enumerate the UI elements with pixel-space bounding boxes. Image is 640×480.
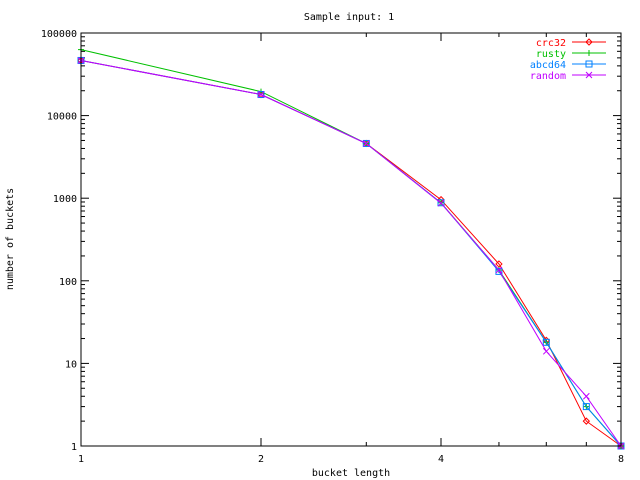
data-point-random bbox=[542, 347, 550, 355]
y-axis-ticks: 1 10 100 1000 10000 100000 bbox=[41, 29, 621, 453]
data-point-random bbox=[495, 266, 503, 274]
series-line-random bbox=[80, 60, 622, 447]
data-point-abcd64 bbox=[362, 139, 370, 147]
data-point-abcd64 bbox=[257, 91, 265, 99]
data-point-random bbox=[362, 140, 370, 147]
legend-marker bbox=[585, 38, 593, 46]
legend-label: random bbox=[530, 71, 566, 82]
plot-area-frame bbox=[80, 32, 622, 447]
y-tick-label: 100000 bbox=[41, 29, 77, 40]
legend-entry-abcd64: abcd64 bbox=[530, 60, 606, 71]
data-point-abcd64 bbox=[495, 267, 503, 275]
legend-label: abcd64 bbox=[530, 60, 566, 71]
data-point-random bbox=[437, 199, 445, 207]
legend-marker bbox=[586, 50, 592, 56]
y-tick-label: 100 bbox=[59, 277, 77, 288]
data-point-random bbox=[257, 91, 265, 98]
data-point-abcd64 bbox=[582, 403, 590, 411]
x-tick-label: 1 bbox=[78, 454, 84, 465]
legend-label: rusty bbox=[536, 49, 566, 60]
data-point-random bbox=[582, 392, 590, 400]
legend-entry-rusty: rusty bbox=[536, 49, 606, 60]
data-point-crc32 bbox=[495, 260, 503, 268]
legend-marker bbox=[585, 71, 593, 79]
data-point-crc32 bbox=[582, 417, 591, 425]
legend-label: crc32 bbox=[536, 38, 566, 49]
y-tick-label: 1000 bbox=[53, 194, 77, 205]
legend-marker bbox=[585, 60, 593, 68]
y-tick-label: 1 bbox=[71, 442, 77, 453]
series-layer bbox=[77, 46, 625, 450]
data-point-abcd64 bbox=[542, 338, 550, 346]
legend-entry-random: random bbox=[530, 71, 606, 82]
x-tick-label: 4 bbox=[438, 454, 444, 465]
x-axis-label: bucket length bbox=[312, 468, 390, 479]
x-tick-label: 2 bbox=[258, 454, 264, 465]
y-axis-label: number of buckets bbox=[5, 188, 16, 290]
y-tick-label: 10 bbox=[65, 359, 77, 370]
legend-entry-crc32: crc32 bbox=[536, 38, 606, 49]
data-point-abcd64 bbox=[437, 199, 445, 207]
chart-title: Sample input: 1 bbox=[304, 12, 394, 23]
y-tick-label: 10000 bbox=[47, 112, 77, 123]
x-tick-label: 8 bbox=[618, 454, 624, 465]
